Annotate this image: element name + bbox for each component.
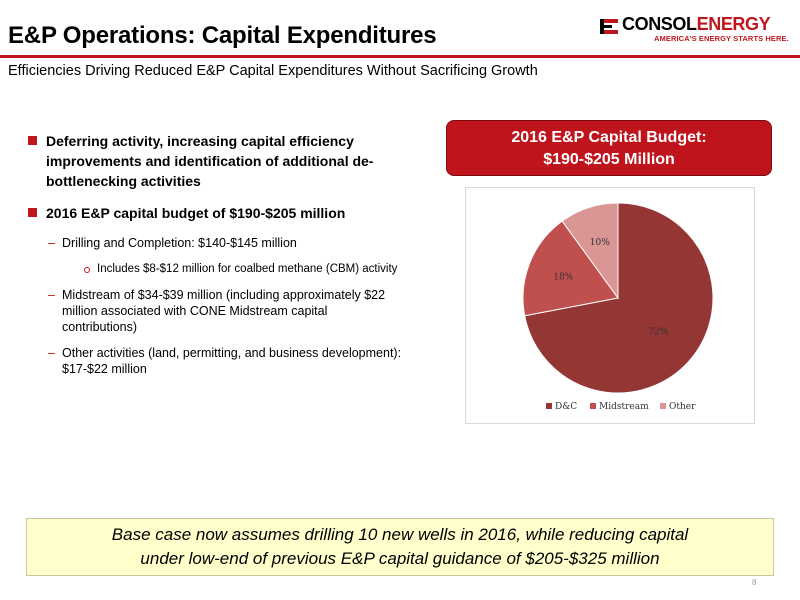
capital-budget-line1: 2016 E&P Capital Budget: xyxy=(511,129,707,146)
bullet-deferring-line2: improvements and identification of addit… xyxy=(46,153,374,169)
title-rule xyxy=(0,55,800,58)
circle-bullet-icon xyxy=(84,267,90,273)
sub-bullet-other-line1: Other activities (land, permitting, and … xyxy=(62,346,402,360)
logo-wordmark: CONSOLENERGY xyxy=(622,14,771,35)
logo-name-part1: CONSOL xyxy=(622,14,697,34)
sub-bullet-midstream-line3: contributions) xyxy=(62,320,138,334)
page-title: E&P Operations: Capital Expenditures xyxy=(8,22,437,49)
bullet-budget: 2016 E&P capital budget of $190-$205 mil… xyxy=(28,203,428,223)
pie-data-label: 10% xyxy=(590,238,610,248)
sub-bullet-midstream-line1: Midstream of $34-$39 million (including … xyxy=(62,288,386,302)
bullet-deferring-line3: bottlenecking activities xyxy=(46,173,201,189)
base-case-line2: under low-end of previous E&P capital gu… xyxy=(140,549,660,568)
consol-energy-logo: CONSOLENERGY AMERICA'S ENERGY STARTS HER… xyxy=(598,14,794,44)
consol-logo-icon xyxy=(600,19,618,34)
page-number: 8 xyxy=(752,578,757,587)
pie-chart: 72% 18% 10% D&C Midstream Other xyxy=(522,202,714,412)
bullet-square-icon xyxy=(28,136,37,145)
sub-sub-bullet-cbm: Includes $8-$12 million for coalbed meth… xyxy=(28,261,428,277)
legend-label: D&C xyxy=(555,402,577,412)
sub-bullet-drilling: – Drilling and Completion: $140-$145 mil… xyxy=(28,235,428,251)
base-case-line1: Base case now assumes drilling 10 new we… xyxy=(111,525,689,544)
bullet-deferring-line1: Deferring activity, increasing capital e… xyxy=(46,133,354,149)
pie-data-label: 72% xyxy=(648,327,668,337)
legend-swatch xyxy=(590,403,596,409)
legend-label: Midstream xyxy=(599,402,649,412)
bullet-list: Deferring activity, increasing capital e… xyxy=(28,131,428,377)
sub-bullet-midstream: – Midstream of $34-$39 million (includin… xyxy=(28,287,428,335)
pie-slice-midstream xyxy=(522,220,619,317)
sub-bullet-other-line2: $17-$22 million xyxy=(62,362,147,376)
legend-swatch xyxy=(660,403,666,409)
dash-icon: – xyxy=(48,288,55,302)
dash-icon: – xyxy=(48,236,55,250)
legend-swatch xyxy=(546,403,552,409)
base-case-callout: Base case now assumes drilling 10 new we… xyxy=(26,518,774,576)
sub-bullet-other: – Other activities (land, permitting, an… xyxy=(28,345,428,377)
page-subtitle: Efficiencies Driving Reduced E&P Capital… xyxy=(8,63,538,79)
capital-budget-line2: $190-$205 Million xyxy=(543,151,675,168)
pie-slice-d-c xyxy=(524,202,714,394)
logo-tagline: AMERICA'S ENERGY STARTS HERE. xyxy=(654,34,789,43)
pie-data-label: 18% xyxy=(553,272,573,282)
dash-icon: – xyxy=(48,346,55,360)
pie-slice-other xyxy=(561,202,619,300)
pie-chart-frame: 72% 18% 10% D&C Midstream Other xyxy=(465,187,755,424)
sub-sub-bullet-cbm-text: Includes $8-$12 million for coalbed meth… xyxy=(97,263,398,275)
bullet-budget-text: 2016 E&P capital budget of $190-$205 mil… xyxy=(46,205,346,221)
capital-budget-callout: 2016 E&P Capital Budget: $190-$205 Milli… xyxy=(446,120,772,176)
sub-bullet-drilling-text: Drilling and Completion: $140-$145 milli… xyxy=(62,236,297,250)
logo-name-part2: ENERGY xyxy=(696,14,771,34)
legend-label: Other xyxy=(669,402,696,412)
sub-bullet-midstream-line2: million associated with CONE Midstream c… xyxy=(62,304,328,318)
bullet-deferring: Deferring activity, increasing capital e… xyxy=(28,131,428,191)
bullet-square-icon xyxy=(28,208,37,217)
